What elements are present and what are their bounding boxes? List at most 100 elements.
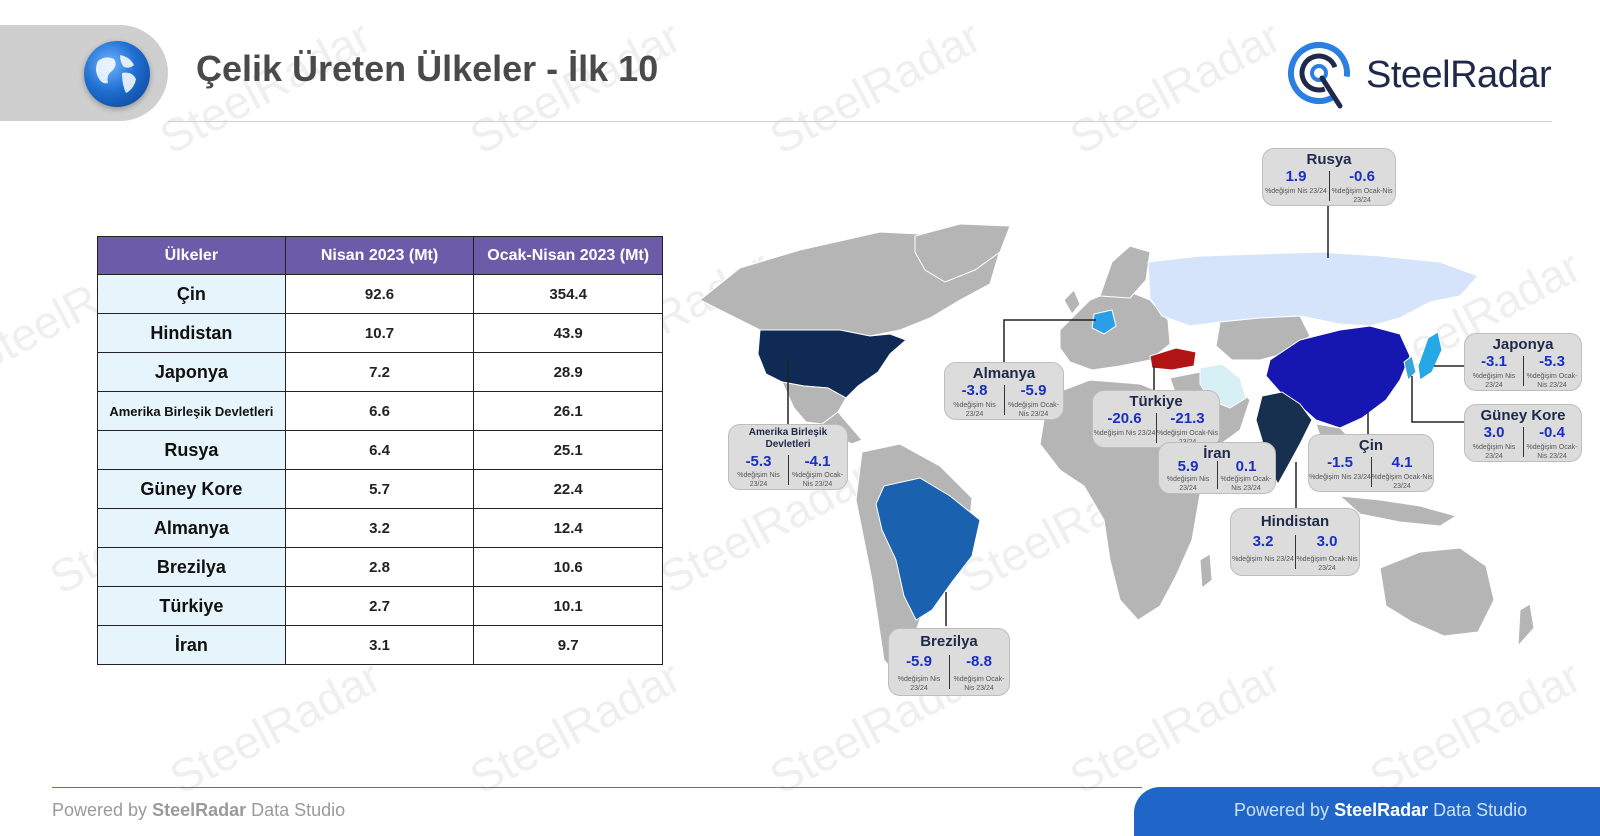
- monthly-change-value: 1.9: [1285, 168, 1307, 185]
- ytd-change-label: %değişim Ocak-Nis 23/24: [953, 676, 1005, 692]
- country-cell: Hindistan: [97, 313, 286, 353]
- callout-country-name: Almanya: [972, 365, 1036, 382]
- monthly-cell: 3.2: [284, 508, 475, 548]
- monthly-change-value: 3.2: [1252, 533, 1274, 550]
- table-row: Hindistan 10.7 43.9: [97, 313, 663, 353]
- callout-germany: Almanya -3.8 -5.9 %değişim Nis 23/24 %de…: [944, 362, 1064, 420]
- ytd-change-label: %değişim Ocak-Nis 23/24: [1296, 556, 1358, 572]
- leader-line-germany: [1003, 319, 1096, 378]
- ytd-change-value: -0.4: [1539, 424, 1565, 441]
- monthly-change-value: -3.8: [961, 382, 988, 399]
- callout-country-name: Çin: [1358, 437, 1384, 454]
- ytd-cell: 28.9: [473, 352, 663, 392]
- country-cell: İran: [97, 625, 286, 665]
- callout-india: Hindistan 3.2 3.0 %değişim Nis 23/24 %de…: [1230, 508, 1360, 576]
- ytd-change-label: %değişim Ocak-Nis 23/24: [1220, 476, 1272, 492]
- callout-japan: Japonya -3.1 -5.3 %değişim Nis 23/24 %de…: [1464, 333, 1582, 391]
- column-header: Ülkeler: [97, 236, 286, 275]
- callout-divider: [1523, 356, 1524, 386]
- table-row: Rusya 6.4 25.1: [97, 430, 663, 470]
- footer-brand: SteelRadar: [1334, 800, 1429, 820]
- monthly-change-value: -1.5: [1327, 454, 1353, 471]
- monthly-change-label: %değişim Nis 23/24: [1166, 476, 1210, 492]
- monthly-change-value: 3.0: [1483, 424, 1505, 441]
- title-divider: [168, 121, 1552, 122]
- callout-country-name: Türkiye: [1129, 393, 1183, 410]
- monthly-cell: 2.8: [284, 547, 475, 587]
- monthly-change-label: %değişim Nis 23/24: [953, 402, 996, 418]
- table-header-row: Ülkeler Nisan 2023 (Mt) Ocak-Nisan 2023 …: [97, 236, 663, 275]
- callout-divider: [1156, 413, 1157, 443]
- monthly-change-label: %değişim Nis 23/24: [897, 676, 941, 692]
- ytd-change-label: %değişim Ocak-Nis 23/24: [792, 472, 843, 488]
- callout-china: Çin -1.5 4.1 %değişim Nis 23/24 %değişim…: [1308, 434, 1434, 492]
- monthly-cell: 5.7: [284, 469, 475, 509]
- ytd-change-label: %değişim Ocak-Nis 23/24: [1331, 188, 1393, 204]
- ytd-cell: 43.9: [473, 313, 663, 353]
- country-russia: [1147, 251, 1479, 327]
- callout-turkey: Türkiye -20.6 -21.3 %değişim Nis 23/24 %…: [1092, 390, 1220, 448]
- monthly-change-label: %değişim Nis 23/24: [1232, 556, 1294, 563]
- table-row: İran 3.1 9.7: [97, 625, 663, 665]
- ytd-cell: 10.1: [473, 586, 663, 626]
- callout-divider: [1217, 461, 1218, 489]
- country-cell: Brezilya: [97, 547, 286, 587]
- ytd-change-value: 0.1: [1235, 458, 1257, 475]
- footer-credit-right: Powered by SteelRadar Data Studio: [1234, 800, 1527, 821]
- ytd-cell: 26.1: [473, 391, 663, 431]
- footer-suffix: Data Studio: [246, 800, 346, 820]
- monthly-cell: 10.7: [284, 313, 475, 353]
- logo-text: SteelRadar: [1366, 54, 1552, 96]
- country-scandinavia: [1099, 245, 1151, 299]
- ytd-change-label: %değişim Ocak-Nis 23/24: [1008, 402, 1059, 418]
- ytd-change-value: -5.3: [1539, 353, 1565, 370]
- callout-country-name: Japonya: [1492, 336, 1554, 353]
- footer-brand: SteelRadar: [152, 800, 247, 820]
- column-header: Ocak-Nisan 2023 (Mt): [473, 236, 663, 275]
- ytd-cell: 12.4: [473, 508, 663, 548]
- monthly-change-label: %değişim Nis 23/24: [1093, 430, 1156, 437]
- ytd-change-label: %değişim Ocak-Nis 23/24: [1526, 444, 1578, 460]
- country-germany: [1091, 309, 1117, 335]
- ytd-change-value: -21.3: [1170, 410, 1205, 427]
- country-turkey: [1149, 347, 1197, 371]
- table-row: Japonya 7.2 28.9: [97, 352, 663, 392]
- callout-divider: [1371, 457, 1372, 487]
- country-australia: [1379, 547, 1495, 637]
- monthly-change-value: -20.6: [1107, 410, 1142, 427]
- ytd-change-value: -5.9: [1020, 382, 1047, 399]
- country-cell: Çin: [97, 274, 286, 314]
- country-cell: Türkiye: [97, 586, 286, 626]
- table-row: Güney Kore 5.7 22.4: [97, 469, 663, 509]
- monthly-change-value: -3.1: [1481, 353, 1507, 370]
- ytd-change-value: 4.1: [1391, 454, 1413, 471]
- monthly-change-label: %değişim Nis 23/24: [1265, 188, 1327, 195]
- ytd-change-value: 3.0: [1316, 533, 1338, 550]
- monthly-change-label: %değişim Nis 23/24: [1472, 444, 1516, 460]
- monthly-cell: 2.7: [284, 586, 475, 626]
- ytd-change-value: -0.6: [1349, 168, 1375, 185]
- ytd-cell: 10.6: [473, 547, 663, 587]
- country-indonesia: [1338, 495, 1458, 527]
- ytd-change-value: -8.8: [966, 653, 992, 670]
- steelradar-logo: SteelRadar: [1284, 40, 1564, 110]
- monthly-cell: 92.6: [284, 274, 475, 314]
- monthly-change-label: %değişim Nis 23/24: [1472, 373, 1516, 389]
- country-cell: Rusya: [97, 430, 286, 470]
- ytd-change-label: %değişim Ocak-Nis 23/24: [1526, 373, 1578, 389]
- country-usa: [757, 329, 907, 399]
- callout-country-name: Rusya: [1306, 151, 1352, 168]
- callout-divider: [1295, 535, 1296, 569]
- country-cell: Japonya: [97, 352, 286, 392]
- country-uk: [1063, 289, 1081, 315]
- callout-iran: İran 5.9 0.1 %değişim Nis 23/24 %değişim…: [1158, 442, 1276, 494]
- monthly-change-label: %değişim Nis 23/24: [737, 472, 780, 488]
- monthly-change-value: -5.3: [745, 453, 772, 470]
- callout-divider: [949, 655, 950, 689]
- footer-bar: [1134, 787, 1600, 836]
- radar-logo-icon: [1288, 42, 1350, 109]
- footer-credit-left: Powered by SteelRadar Data Studio: [52, 800, 345, 821]
- callout-south-korea: Güney Kore 3.0 -0.4 %değişim Nis 23/24 %…: [1464, 404, 1582, 462]
- ytd-change-label: %değişim Ocak-Nis 23/24: [1371, 474, 1433, 490]
- ytd-cell: 25.1: [473, 430, 663, 470]
